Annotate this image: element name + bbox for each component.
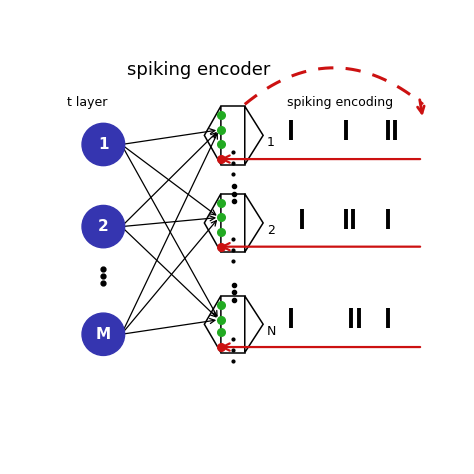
Text: spiking encoding: spiking encoding (287, 96, 393, 109)
Text: M: M (96, 327, 111, 342)
Text: t layer: t layer (66, 96, 107, 109)
Text: 2: 2 (98, 219, 109, 234)
Text: 1: 1 (267, 136, 274, 149)
Circle shape (82, 205, 125, 248)
Text: spiking encoder: spiking encoder (127, 61, 271, 79)
Text: 2: 2 (267, 224, 274, 237)
Circle shape (82, 123, 125, 165)
Text: 1: 1 (98, 137, 109, 152)
Circle shape (82, 313, 125, 356)
Text: N: N (267, 325, 276, 338)
